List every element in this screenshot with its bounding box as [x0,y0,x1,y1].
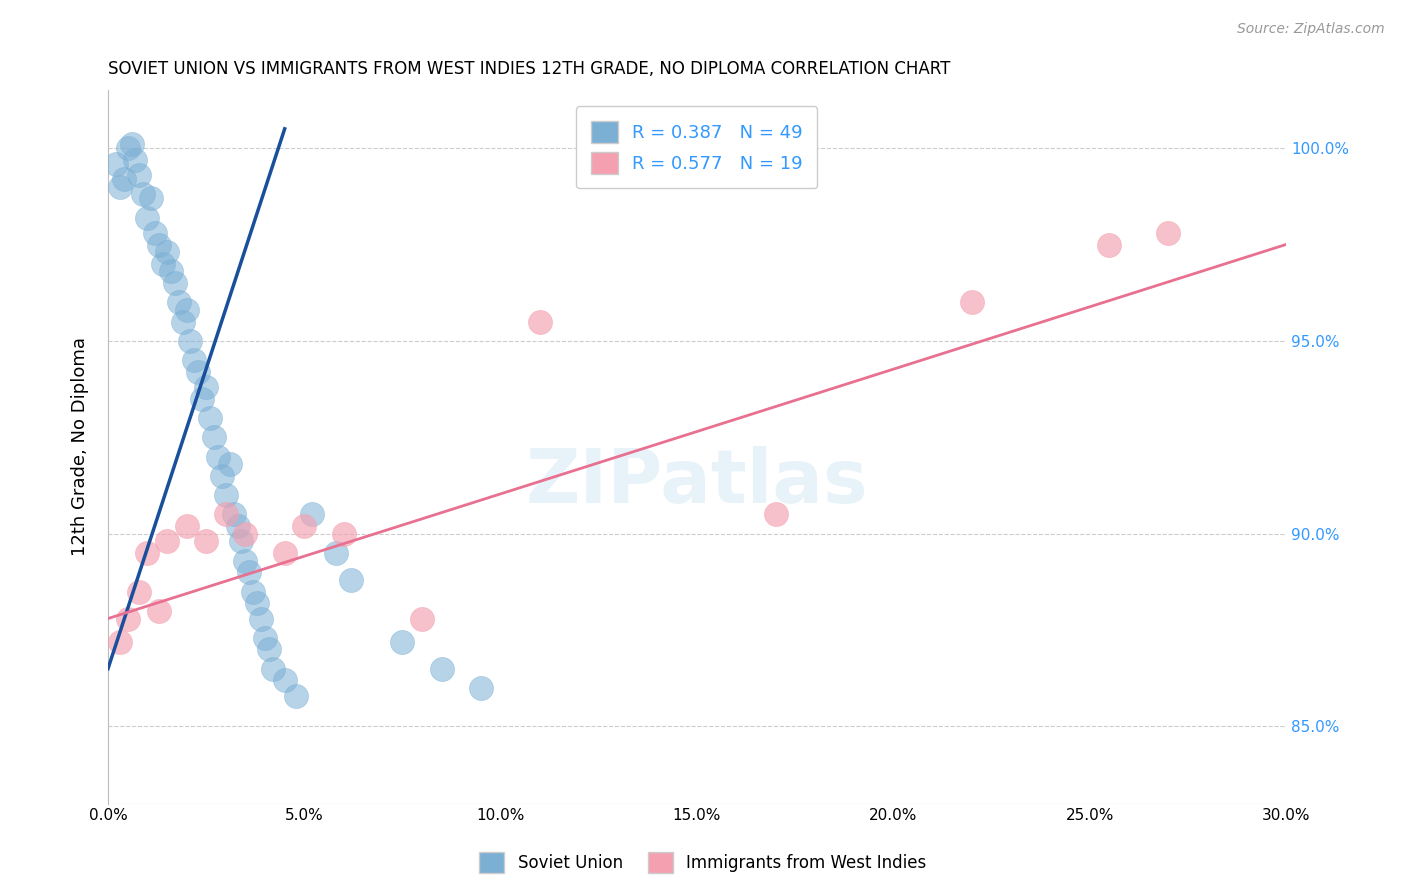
Point [242,584,264,599]
Text: SOVIET UNION VS IMMIGRANTS FROM WEST INDIES 12TH GRADE, NO DIPLOMA CORRELATION C: SOVIET UNION VS IMMIGRANTS FROM WEST IND… [108,60,950,78]
Point [187,365,209,379]
Point [391,634,413,648]
Point [250,611,273,625]
Point [301,508,323,522]
Point [183,353,205,368]
Point [124,153,146,167]
Y-axis label: 12th Grade, No Diploma: 12th Grade, No Diploma [72,337,89,557]
Point [132,187,155,202]
Point [152,257,174,271]
Point [121,137,143,152]
Point [128,584,150,599]
Point [470,681,492,695]
Point [765,508,787,522]
Point [1157,226,1180,240]
Point [226,519,249,533]
Point [325,546,347,560]
Point [156,534,179,549]
Point [218,458,240,472]
Point [117,141,139,155]
Point [235,526,257,541]
Point [117,611,139,625]
Point [231,534,253,549]
Point [172,315,194,329]
Point [292,519,315,533]
Text: Source: ZipAtlas.com: Source: ZipAtlas.com [1237,22,1385,37]
Point [207,450,229,464]
Point [195,380,218,394]
Point [112,172,135,186]
Point [136,211,159,225]
Point [262,662,284,676]
Legend: Soviet Union, Immigrants from West Indies: Soviet Union, Immigrants from West Indie… [472,846,934,880]
Point [159,264,181,278]
Point [108,179,131,194]
Point [211,468,233,483]
Point [222,508,245,522]
Point [167,295,190,310]
Point [246,596,269,610]
Point [195,534,218,549]
Point [176,303,198,318]
Point [136,546,159,560]
Point [215,488,238,502]
Point [104,156,127,170]
Point [411,611,433,625]
Point [960,295,983,310]
Point [148,604,170,618]
Point [257,642,280,657]
Point [176,519,198,533]
Point [143,226,166,240]
Point [148,237,170,252]
Point [156,245,179,260]
Point [238,566,260,580]
Point [430,662,453,676]
Point [340,573,363,587]
Point [128,168,150,182]
Point [215,508,238,522]
Point [285,689,308,703]
Point [141,191,163,205]
Point [163,276,186,290]
Point [191,392,214,406]
Point [235,554,257,568]
Point [273,673,295,688]
Point [108,634,131,648]
Point [273,546,295,560]
Point [332,526,354,541]
Legend: R = 0.387   N = 49, R = 0.577   N = 19: R = 0.387 N = 49, R = 0.577 N = 19 [576,106,817,188]
Point [1098,237,1121,252]
Text: ZIPatlas: ZIPatlas [526,446,869,519]
Point [198,411,221,425]
Point [202,430,225,444]
Point [529,315,551,329]
Point [254,631,277,645]
Point [179,334,201,348]
